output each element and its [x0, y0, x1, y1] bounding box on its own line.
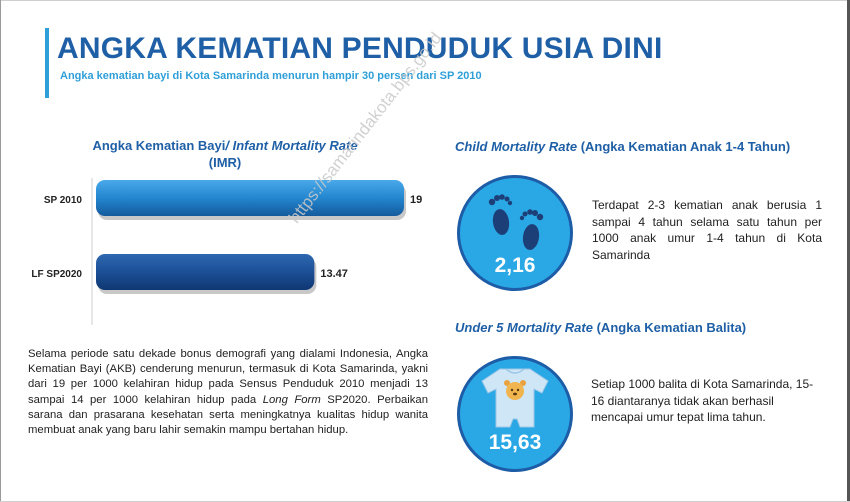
child-mortality-description: Terdapat 2-3 kematian anak berusia 1 sam… [592, 198, 822, 262]
body-paragraph: Selama periode satu dekade bonus demogra… [28, 347, 428, 438]
bar-value-label: 19 [410, 194, 422, 206]
body-text-italic: Long Form [262, 393, 321, 406]
child-title-rest: (Angka Kematian Anak 1-4 Tahun) [577, 139, 791, 154]
bar [96, 254, 315, 290]
page-subtitle: Angka kematian bayi di Kota Samarinda me… [60, 70, 482, 82]
under5-mortality-circle: 15,63 [457, 356, 573, 472]
under5-title-italic: Under 5 Mortality Rate [455, 320, 593, 335]
under5-mortality-title: Under 5 Mortality Rate (Angka Kematian B… [455, 320, 746, 335]
child-mortality-circle: 2,16 [457, 175, 573, 291]
frame-top-border [0, 0, 850, 1]
under5-mortality-value: 15,63 [488, 431, 542, 454]
child-mortality-value: 2,16 [494, 254, 536, 277]
bar-value-label: 13.47 [320, 268, 348, 280]
title-accent-bar [45, 28, 49, 98]
page-title: ANGKA KEMATIAN PENDUDUK USIA DINI [57, 32, 663, 65]
bar-category-label: SP 2010 [44, 195, 83, 206]
footprints-icon [488, 194, 544, 250]
bar [96, 180, 404, 216]
under5-title-rest: (Angka Kematian Balita) [592, 320, 747, 335]
chart-title: Angka Kematian Bayi/ Infant Mortality Ra… [60, 137, 390, 171]
frame-left-border [0, 0, 1, 502]
chart-title-italic: / Infant Mortality Rate [225, 138, 358, 153]
child-title-italic: Child Mortality Rate [455, 139, 578, 154]
baby-romper-icon [481, 368, 549, 428]
frame-right-border [847, 0, 850, 502]
under5-mortality-description: Setiap 1000 balita di Kota Samarinda, 15… [591, 377, 814, 425]
chart-title-line2: (IMR) [208, 155, 242, 170]
imr-bar-chart: SP 2010 19 LF SP2020 13.47 [31, 178, 422, 325]
body-text-part2: SP2020. Perbaikan sarana dan prasarana k… [28, 393, 428, 437]
body-text-part1: Selama periode satu dekade bonus demogra… [28, 348, 428, 406]
chart-title-plain: Angka Kematian Bayi [92, 138, 226, 153]
bar-category-label: LF SP2020 [31, 269, 82, 280]
child-mortality-title: Child Mortality Rate (Angka Kematian Ana… [455, 139, 790, 154]
